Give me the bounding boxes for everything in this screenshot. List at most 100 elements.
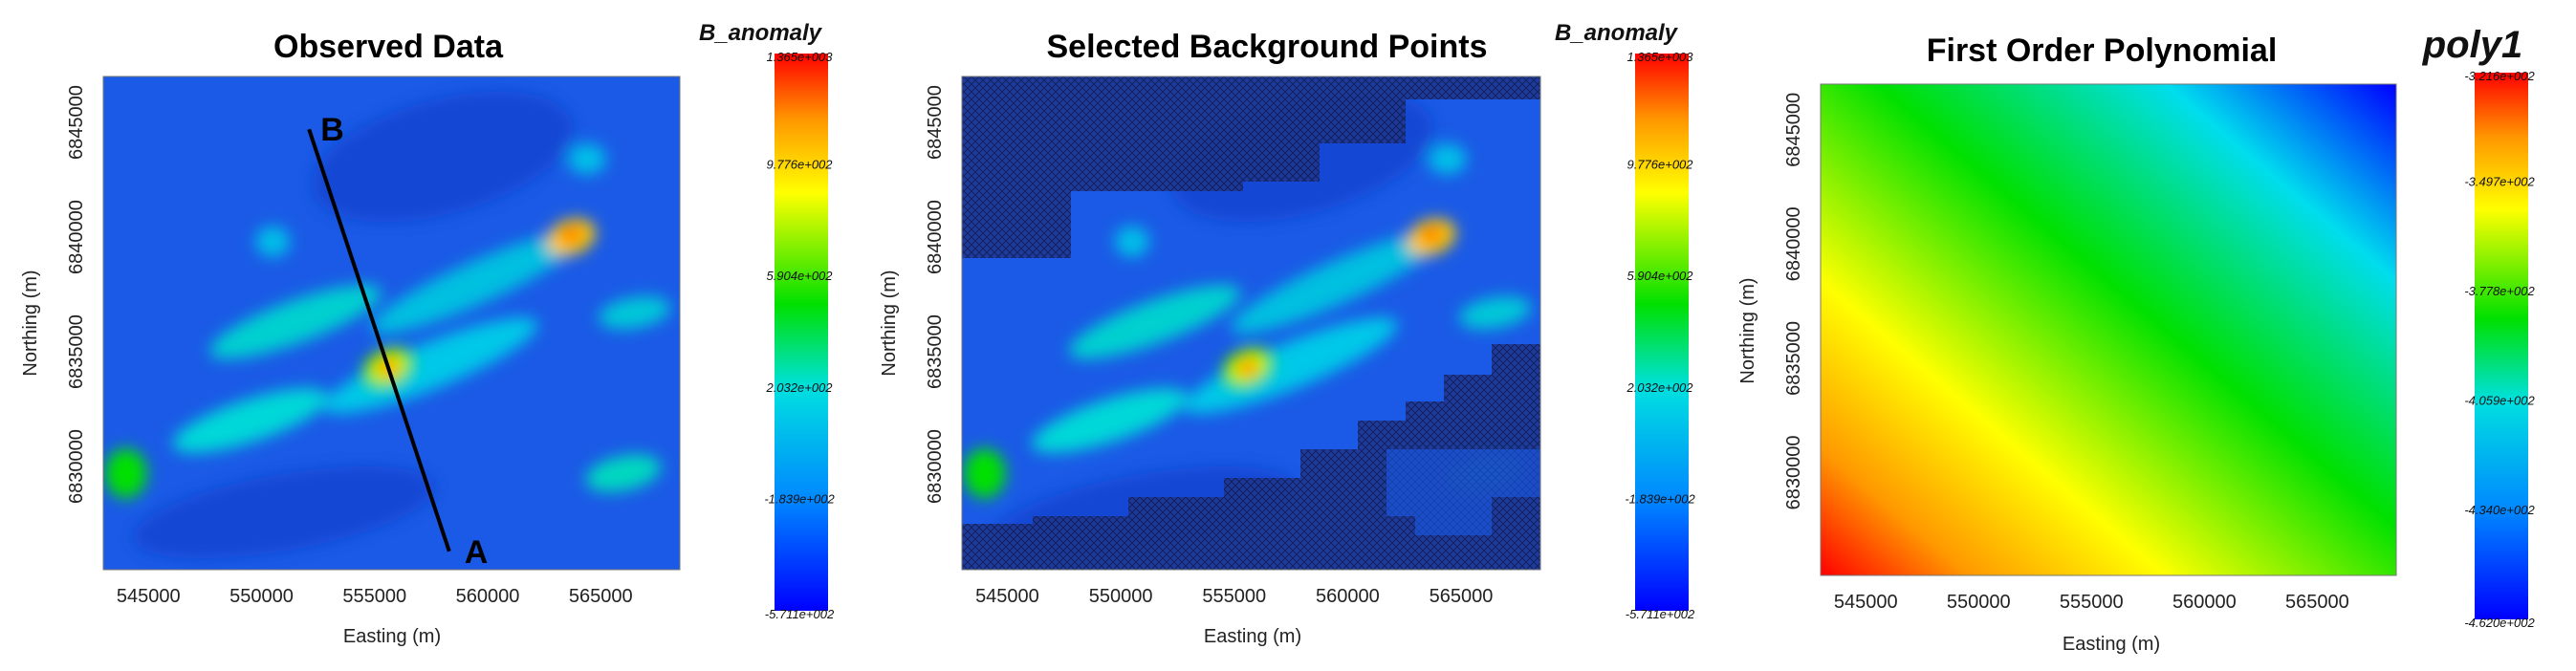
- y-tick-label: 6830000: [925, 429, 946, 504]
- y-axis-label: Northing (m): [1737, 277, 1758, 383]
- y-tick-label: 6835000: [925, 314, 946, 389]
- plot-frame: [1820, 83, 2397, 576]
- y-axis-label: Northing (m): [879, 270, 900, 376]
- anomaly-blob: [172, 388, 328, 453]
- anomaly-blob: [1239, 360, 1256, 376]
- x-tick-label: 555000: [1202, 586, 1266, 607]
- polynomial-panel: First Order Polynomial 545000 550000 55500…: [1737, 24, 2535, 655]
- y-tick-label: 6835000: [66, 314, 87, 389]
- colorbar: B_anomaly 1.365e+003 9.776e+002 5.904e+002…: [1555, 20, 1695, 621]
- profile-line-group: AB: [307, 112, 489, 571]
- anomaly-blob: [371, 232, 582, 334]
- anomaly-blob: [1231, 232, 1442, 334]
- colorbar-tick-label: 1.365e+003: [766, 50, 833, 64]
- anomaly-blob: [585, 454, 662, 492]
- colorbar-scale: [775, 54, 828, 611]
- anomaly-blob: [1032, 388, 1188, 453]
- profile-label-b: B: [320, 112, 344, 148]
- x-tick-label: 560000: [1316, 586, 1380, 607]
- colorbar-tick-labels: -3.216e+002 -3.497e+002 -3.778e+002 -4.059e…: [2464, 69, 2535, 630]
- background-points-panel: Selected Background Points 545000 550000 5…: [879, 20, 1695, 647]
- polynomial-surface: [1821, 84, 2396, 575]
- colorbar-title: poly1: [2422, 24, 2522, 66]
- y-tick-label: 6845000: [66, 85, 87, 160]
- y-tick-label: 6845000: [1783, 93, 1804, 167]
- y-tick-label: 6840000: [925, 200, 946, 274]
- colorbar-tick-label: 9.776e+002: [1626, 158, 1693, 172]
- colorbar: poly1 -3.216e+002-3.497e+002-3.778e+002-…: [2422, 24, 2536, 630]
- y-tick-label: 6840000: [1783, 206, 1804, 281]
- anomaly-blob: [568, 143, 607, 175]
- x-tick-label: 550000: [1089, 586, 1153, 607]
- colorbar-tick-label: -3.497e+002: [2464, 174, 2535, 188]
- x-axis-label: Easting (m): [1204, 626, 1301, 647]
- plot-frame: [102, 76, 681, 571]
- observed-data-title: Observed Data: [273, 29, 504, 65]
- anomaly-blob: [104, 448, 147, 499]
- x-tick-label: 565000: [2285, 592, 2349, 613]
- x-tick-label: 555000: [342, 586, 406, 607]
- colorbar-tick-labels: 1.365e+003 9.776e+002 5.904e+002 2.032e+002…: [764, 50, 835, 621]
- anomaly-blob: [1114, 226, 1149, 257]
- x-tick-labels: 545000 550000 555000 560000 565000: [975, 586, 1493, 607]
- colorbar-title: B_anomaly: [699, 20, 823, 46]
- y-tick-labels: 6830000 6835000 6840000 6845000: [66, 85, 87, 504]
- mask-region-north: [962, 76, 1540, 258]
- anomaly-blob: [1069, 285, 1241, 359]
- selected-background-mask: [962, 76, 1540, 570]
- anomaly-blob: [963, 448, 1006, 499]
- x-tick-label: 545000: [117, 586, 181, 607]
- anomaly-blob: [1420, 227, 1443, 244]
- y-tick-label: 6830000: [66, 429, 87, 504]
- colorbar-tick-label: -1.839e+002: [764, 491, 835, 506]
- plot-frame: [961, 76, 1541, 571]
- background-low: [312, 91, 573, 223]
- anomaly-blobs: [104, 91, 671, 559]
- x-tick-labels: 545000 550000 555000 560000 565000: [1834, 592, 2349, 613]
- colorbar-tick-label: 2.032e+002: [1626, 380, 1693, 395]
- y-tick-label: 6840000: [66, 200, 87, 274]
- colorbar-tick-label: 5.904e+002: [1626, 269, 1693, 283]
- anomaly-blob: [559, 227, 583, 244]
- colorbar-tick-label: -5.711e+002: [765, 607, 835, 621]
- background-points-title: Selected Background Points: [1047, 29, 1488, 65]
- x-tick-label: 565000: [1430, 586, 1494, 607]
- observed-data-panel: Observed Data AB 545000 550000 555000 56000…: [20, 20, 835, 647]
- y-axis-label: Northing (m): [20, 270, 41, 376]
- colorbar-tick-label: -4.059e+002: [2464, 393, 2535, 407]
- x-tick-label: 545000: [975, 586, 1039, 607]
- x-tick-label: 565000: [569, 586, 633, 607]
- background-points-map: [962, 76, 1540, 570]
- colorbar-scale: [1635, 54, 1689, 611]
- colorbar-tick-label: -4.340e+002: [2464, 503, 2535, 517]
- x-tick-label: 560000: [456, 586, 520, 607]
- anomaly-blob: [209, 285, 382, 359]
- x-tick-label: 550000: [229, 586, 294, 607]
- colorbar-tick-label: 2.032e+002: [765, 380, 833, 395]
- colorbar-tick-label: 5.904e+002: [766, 269, 833, 283]
- anomaly-blob: [1184, 317, 1398, 414]
- observed-data-map: [103, 76, 680, 570]
- colorbar-tick-labels: 1.365e+003 9.776e+002 5.904e+002 2.032e+002…: [1625, 50, 1695, 621]
- colorbar-tick-label: -3.216e+002: [2464, 69, 2535, 83]
- y-tick-labels: 6830000 6835000 6840000 6845000: [1783, 93, 1804, 509]
- colorbar-title: B_anomaly: [1555, 20, 1679, 46]
- profile-line: [307, 128, 451, 552]
- colorbar-scale: [2475, 73, 2528, 619]
- y-tick-label: 6835000: [1783, 321, 1804, 396]
- background-low: [133, 465, 435, 559]
- x-axis-label: Easting (m): [343, 626, 441, 647]
- y-tick-label: 6845000: [925, 85, 946, 160]
- x-tick-labels: 545000 550000 555000 560000 565000: [117, 586, 633, 607]
- anomaly-blob: [599, 296, 671, 330]
- mask-gap-east: [1386, 449, 1540, 535]
- colorbar: B_anomaly 1.365e+003 9.776e+002 5.904e+002…: [699, 20, 835, 621]
- y-tick-label: 6830000: [1783, 435, 1804, 509]
- profile-label-a: A: [465, 534, 489, 571]
- colorbar-tick-label: -4.620e+002: [2464, 616, 2535, 630]
- x-tick-label: 550000: [1947, 592, 2011, 613]
- anomaly-blob: [324, 317, 538, 414]
- anomaly-blob: [1459, 296, 1532, 330]
- anomaly-blob: [255, 226, 291, 257]
- anomaly-blob: [1428, 143, 1467, 175]
